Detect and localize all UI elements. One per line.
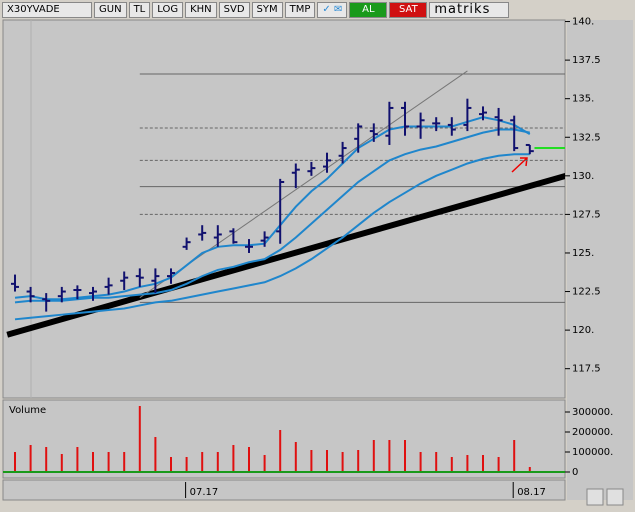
toolbar-button[interactable]: SYM (251, 1, 283, 18)
toolbar-button[interactable]: TMP (284, 1, 316, 18)
volume-title: Volume (9, 405, 46, 416)
y-tick-label: 137.5 (572, 55, 601, 66)
x-tick-label: 07.17 (190, 487, 219, 498)
brand: matriks (429, 1, 510, 18)
refresh-button[interactable] (586, 488, 604, 506)
y-tick-label: 127.5 (572, 209, 601, 220)
moving-average (14, 153, 530, 321)
buttons: GUN TL LOG KHN SVD SYM TMP (92, 1, 316, 18)
y-tick-label: 132.5 (572, 132, 601, 143)
toolbar-button[interactable]: SVD (218, 1, 250, 18)
alarm[interactable]: AL (349, 1, 388, 18)
icons[interactable]: ✓ ✉ (317, 1, 348, 18)
toolbar: X30YVADE GUN TL LOG KHN SVD SYM TMP ✓ ✉ AL SAT… (0, 0, 635, 19)
y-tick-label: 120. (572, 325, 594, 336)
next-button[interactable] (606, 488, 624, 506)
arrow (511, 157, 528, 173)
toolbar-button[interactable]: KHN (185, 1, 217, 18)
moving-average (14, 116, 531, 301)
volume-tick-label: 100000. (572, 447, 613, 458)
y-tick-label: 117.5 (572, 364, 601, 375)
volume-panel (2, 399, 566, 479)
y-tick-label: 135. (572, 94, 594, 105)
toolbar-button[interactable]: GUN (94, 1, 127, 18)
moving-average (14, 128, 530, 304)
volume-tick-label: 300000. (572, 407, 613, 418)
y-tick-label: 125. (572, 248, 594, 259)
sell[interactable]: SAT (389, 1, 428, 18)
trend-line (6, 172, 565, 338)
date-strip (2, 479, 566, 501)
symbol[interactable]: X30YVADE (2, 1, 92, 18)
y-tick-label: 140. (572, 17, 594, 28)
toolbar-button[interactable]: LOG (152, 1, 184, 18)
volume-tick-label: 200000. (572, 427, 613, 438)
x-tick-label: 08.17 (517, 487, 546, 498)
axis-panel (567, 20, 633, 500)
volume-tick-label: 0 (572, 467, 578, 478)
y-tick-label: 122.5 (572, 287, 601, 298)
toolbar-button[interactable]: TL (128, 1, 151, 18)
price-panel (2, 19, 566, 399)
y-tick-label: 130. (572, 171, 594, 182)
